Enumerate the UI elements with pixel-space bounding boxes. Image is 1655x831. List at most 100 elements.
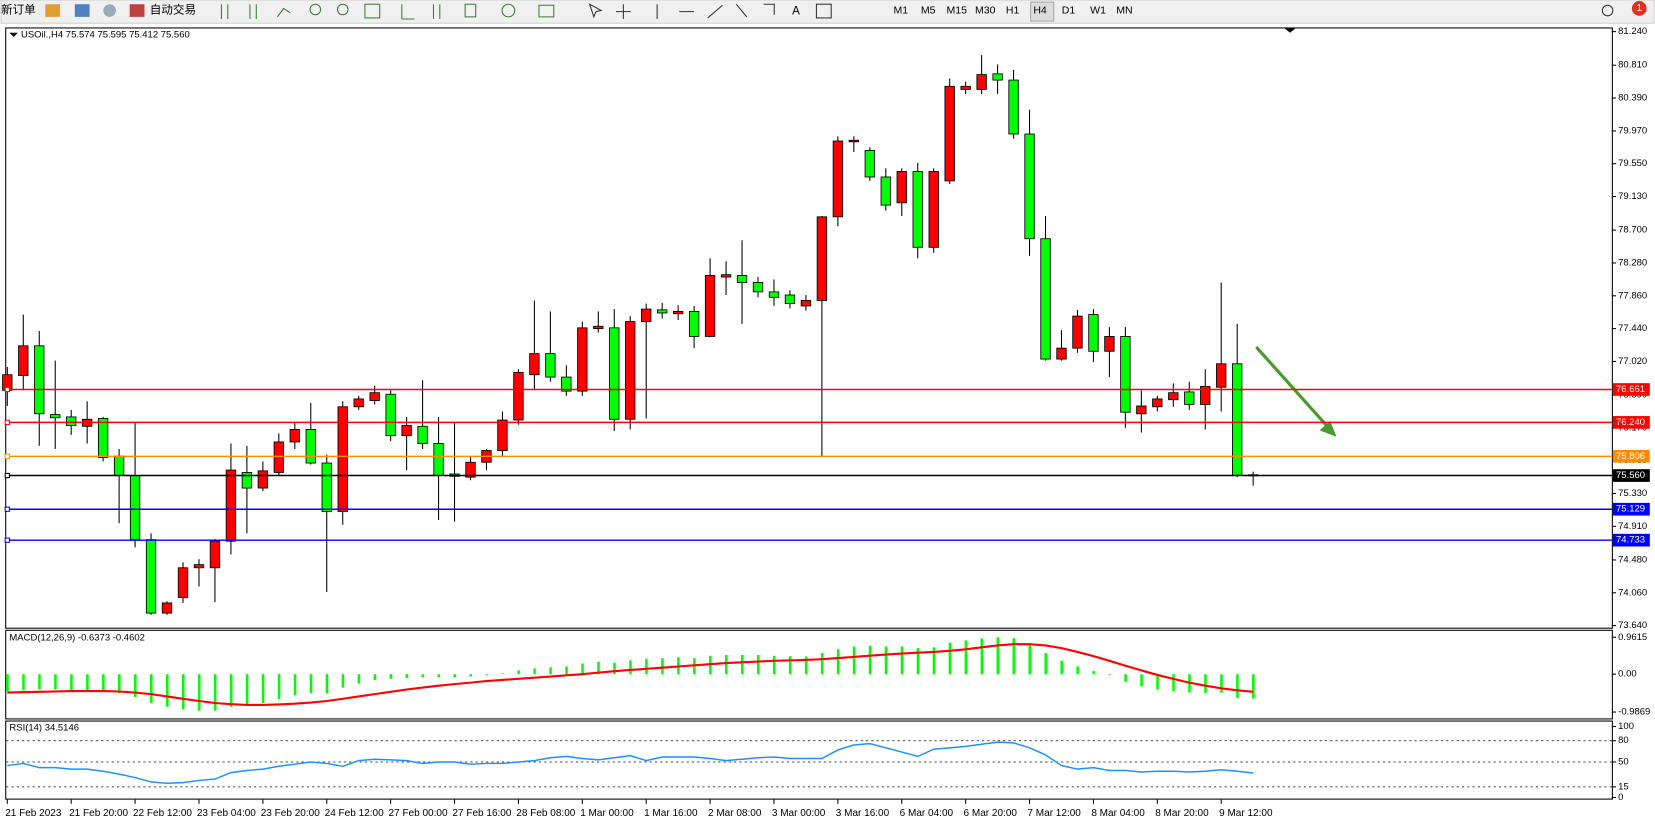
y-tick-label: 74.060 [1618, 587, 1647, 598]
x-tick-label: 21 Feb 2023 [5, 808, 62, 819]
price-tag [1612, 502, 1650, 516]
candle-body [273, 441, 285, 473]
price-tag-label: 76.240 [1616, 417, 1645, 428]
level-handle [4, 472, 10, 479]
x-tick-label: 9 Mar 12:00 [1219, 808, 1273, 819]
timeframe-button[interactable]: M30 [975, 4, 996, 16]
macd-bar [820, 653, 824, 675]
plot: 21 Feb 2023 21 Feb 20:00 22 Feb 12:00 23 Fe… [2, 26, 1650, 819]
macd-bar [629, 660, 632, 675]
candle-body [625, 321, 636, 420]
candle-body [497, 419, 508, 451]
x-tick-label: 1 Mar 16:00 [644, 808, 698, 819]
macd-bar [485, 674, 488, 676]
macd-bar [469, 674, 472, 677]
price-tag [1612, 416, 1650, 429]
auto-trading-button[interactable]: 自动交易 [150, 3, 196, 17]
macd-bar [22, 674, 25, 691]
timeframe-button[interactable]: W1 [1090, 4, 1106, 16]
candle-body [816, 216, 828, 301]
macd-bar [597, 661, 600, 675]
icon [220, 4, 291, 19]
price-tag-label: 75.560 [1616, 470, 1645, 481]
candle-body [609, 327, 620, 420]
notification-count: 1 [1636, 2, 1642, 14]
macd-bar [1108, 674, 1111, 675]
toolbar: 新订单 自动交易 A 1 M1 M5 M15 M30 H1 H4 D1 W1 MN [0, 0, 1655, 24]
y-tick-label: 81.240 [1618, 26, 1647, 37]
candle-body [593, 325, 604, 330]
candle-body [704, 275, 716, 337]
macd-bar [1156, 674, 1159, 690]
level-handle [4, 537, 10, 543]
x-tick-label: 21 Feb 20:00 [69, 808, 128, 819]
macd-bar [1060, 660, 1063, 675]
macd-bar [197, 674, 201, 711]
candle-body [1232, 363, 1243, 476]
y-tick-label: 79.550 [1618, 158, 1647, 169]
price-tag-label: 74.733 [1616, 535, 1645, 546]
candle-body [1184, 391, 1195, 405]
timeframe-button[interactable]: H1 [1006, 4, 1020, 16]
macd-bar [118, 674, 121, 694]
candle-body [896, 171, 907, 204]
notification-badge[interactable] [1631, 1, 1647, 16]
candle-body [976, 74, 987, 90]
timeframe-button[interactable]: M15 [946, 4, 967, 16]
timeframe-button[interactable]: M1 [893, 4, 908, 16]
timeframe-button[interactable]: D1 [1062, 4, 1076, 16]
x-tick-label: 3 Mar 16:00 [836, 808, 890, 819]
macd-bar [788, 656, 792, 675]
new-order-button[interactable]: 新订单 [1, 3, 36, 17]
rsi-line [7, 741, 1254, 785]
macd-bar [437, 674, 441, 678]
candle-body [880, 176, 891, 206]
candle-body [385, 393, 396, 437]
x-tick-label: 24 Feb 12:00 [325, 808, 384, 819]
x-tick-label: 23 Feb 04:00 [197, 808, 256, 819]
candle-body [465, 461, 476, 478]
macd-bar [996, 637, 1000, 675]
macd-bar [804, 656, 808, 675]
y-tick-label: 73.640 [1618, 620, 1647, 631]
macd-bar [357, 674, 361, 684]
macd-bar [533, 668, 536, 675]
candle-body [1104, 336, 1115, 352]
timeframe-button[interactable]: MN [1116, 4, 1132, 16]
macd-bar [932, 647, 936, 675]
candle-body [353, 398, 364, 408]
x-tick-label: 3 Mar 00:00 [772, 808, 826, 819]
candle-body [129, 475, 141, 541]
price-tag [1612, 383, 1650, 396]
timeframe-button[interactable]: H4 [1033, 4, 1047, 16]
macd-bar [1220, 674, 1223, 693]
candle-body [225, 469, 237, 542]
rsi-title: RSI(14) 34.5146 [9, 722, 79, 733]
timeframe-button[interactable]: M5 [921, 4, 936, 16]
y-tick-label: 0.00 [1618, 669, 1636, 680]
macd-bar [868, 645, 872, 675]
y-tick-label: 74.910 [1618, 521, 1647, 532]
search-icon[interactable] [1601, 4, 1614, 17]
candle-body [145, 539, 157, 614]
y-tick-label: 78.280 [1618, 257, 1647, 268]
macd-bar [1172, 674, 1175, 692]
candle-body [864, 149, 875, 178]
arrow-head [1319, 420, 1337, 437]
icon [588, 3, 775, 19]
macd-bar [38, 674, 41, 690]
macd-bar [341, 674, 345, 688]
candle-body [1216, 363, 1227, 388]
price-tag [1612, 449, 1650, 463]
x-tick-label: 6 Mar 20:00 [964, 808, 1018, 819]
price-tag [1612, 469, 1650, 482]
candle-body [1072, 315, 1083, 349]
candle-body [752, 282, 764, 293]
candle-body [848, 139, 860, 143]
macd-bar [501, 673, 504, 675]
macd-bar [86, 674, 89, 691]
candle-body [657, 309, 668, 314]
macd-bar [54, 674, 57, 690]
x-tick-label: 2 Mar 08:00 [708, 808, 762, 819]
candle-body [768, 291, 780, 298]
